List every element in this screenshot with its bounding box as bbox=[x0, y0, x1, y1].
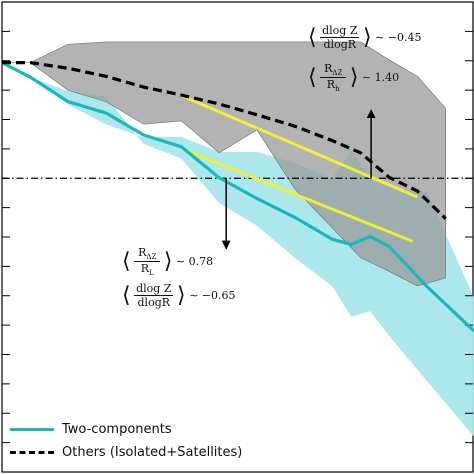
series-line-two-components bbox=[1, 61, 474, 333]
upper-ratio-den: R bbox=[326, 78, 336, 92]
upper-annotation-ratio: ⟨ RΔZ Rh ⟩ ∼ 1.40 bbox=[308, 62, 400, 94]
upper-annotation-slope: ⟨ dlog Z dlogR ⟩ ∼ −0.45 bbox=[308, 24, 422, 51]
lower-ratio-num: R bbox=[138, 246, 147, 259]
lower-annotation-slope: ⟨ dlog Z dlogR ⟩ ∼ −0.65 bbox=[122, 282, 236, 309]
lower-slope-num: dlog Z bbox=[134, 282, 174, 296]
series-line-others bbox=[2, 61, 447, 220]
legend-swatch-dashed bbox=[10, 451, 54, 454]
upper-ratio-value: ∼ 1.40 bbox=[361, 71, 400, 85]
upper-ratio-num: R bbox=[324, 62, 333, 75]
legend-label: Two-components bbox=[62, 422, 172, 437]
legend-label: Others (Isolated+Satellites) bbox=[62, 445, 243, 460]
legend-item-two-components: Two-components bbox=[10, 418, 242, 441]
band-others bbox=[2, 41, 446, 287]
fit-line-two-components bbox=[180, 147, 414, 243]
fit-line-others bbox=[180, 94, 418, 199]
upper-ratio-den-sub: h bbox=[335, 85, 340, 94]
lower-ratio-den: R bbox=[140, 262, 150, 276]
lower-annotation-ratio: ⟨ RΔZ RL ⟩ ∼ 0.78 bbox=[122, 246, 214, 278]
legend-swatch-solid bbox=[10, 428, 54, 431]
lower-ratio-den-sub: L bbox=[149, 269, 154, 278]
upper-slope-num: dlog Z bbox=[320, 24, 360, 38]
upper-slope-value: ∼ −0.45 bbox=[375, 31, 422, 44]
upper-ratio-num-sub: ΔZ bbox=[332, 69, 343, 78]
lower-ratio-num-sub: ΔZ bbox=[146, 253, 157, 262]
legend-item-others: Others (Isolated+Satellites) bbox=[10, 441, 242, 464]
lower-ratio-value: ∼ 0.78 bbox=[175, 255, 214, 269]
legend: Two-components Others (Isolated+Satellit… bbox=[10, 418, 242, 464]
lower-slope-den: dlogR bbox=[137, 296, 171, 309]
lower-slope-value: ∼ −0.65 bbox=[189, 289, 236, 302]
upper-slope-den: dlogR bbox=[323, 38, 357, 51]
